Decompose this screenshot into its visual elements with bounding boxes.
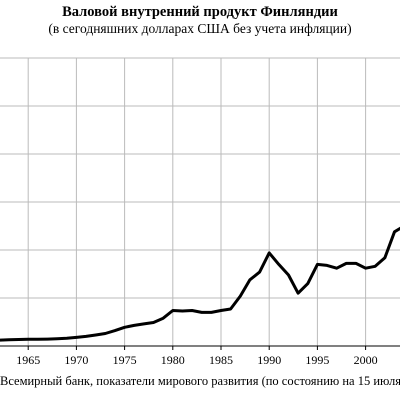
x-tick-label: 1965 <box>16 353 40 367</box>
chart-subtitle: (в сегодняшних долларах США без учета ин… <box>48 21 352 36</box>
x-tick-label: 1970 <box>64 353 88 367</box>
x-tick-label: 1990 <box>257 353 281 367</box>
x-tick-label: 1975 <box>113 353 137 367</box>
x-tick-label: 1995 <box>305 353 329 367</box>
x-tick-label: 1980 <box>161 353 185 367</box>
x-tick-label: 1985 <box>209 353 233 367</box>
gdp-series-line <box>0 226 400 342</box>
x-tick-label: 2000 <box>354 353 378 367</box>
chart-title: Валовой внутренний продукт Финляндии <box>62 4 338 20</box>
source-note: Всемирный банк, показатели мирового разв… <box>0 374 400 388</box>
